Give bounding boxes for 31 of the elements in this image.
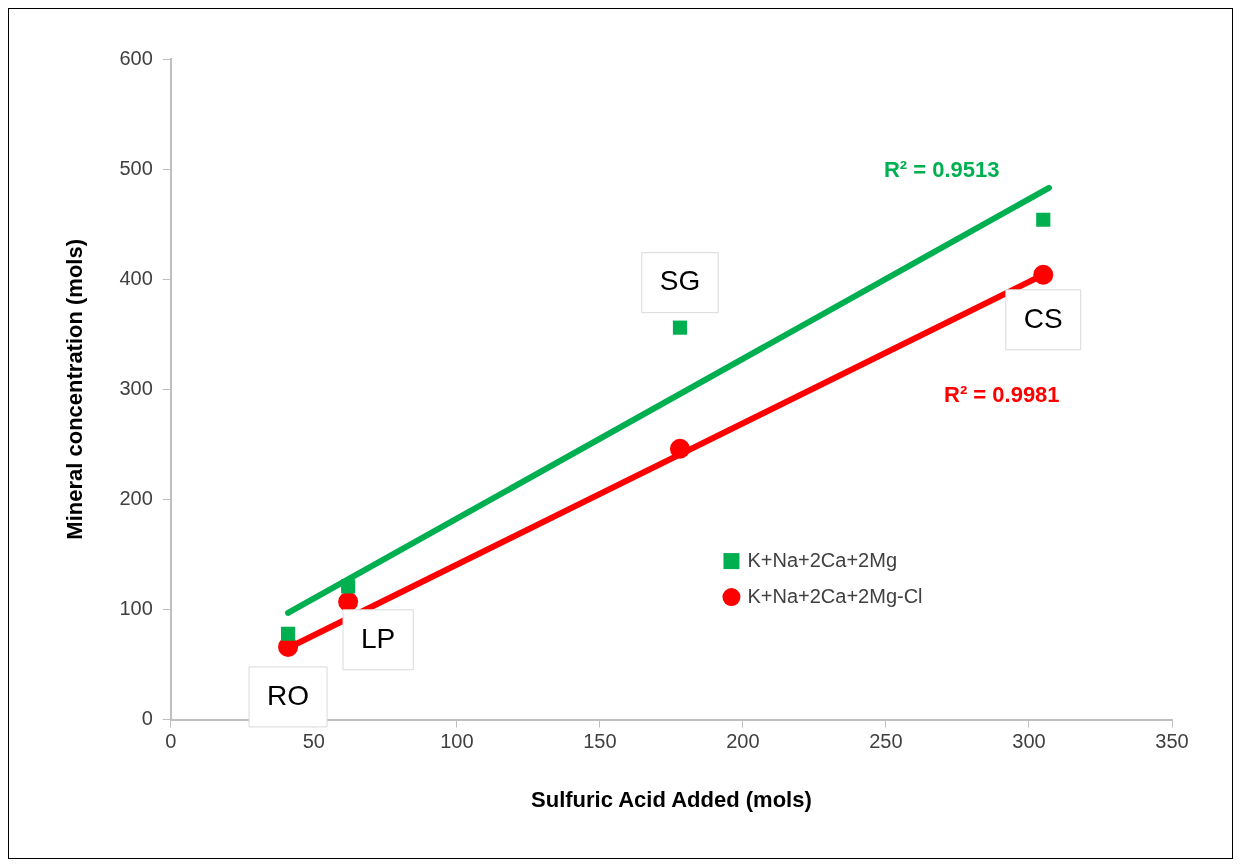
point bbox=[669, 438, 690, 459]
y-tick-label: 300 bbox=[119, 376, 153, 399]
annotation: R² = 0.9513 bbox=[883, 157, 1000, 183]
y-axis-title: Mineral concentration (mols) bbox=[62, 238, 88, 540]
y-tick-label: 400 bbox=[119, 266, 153, 289]
x-tick-label: 150 bbox=[583, 730, 617, 753]
y-tick-label: 200 bbox=[119, 486, 153, 509]
x-tick-label: 100 bbox=[440, 730, 474, 753]
x-tick-label: 300 bbox=[1012, 730, 1046, 753]
x-tick-label: 0 bbox=[165, 730, 177, 753]
y-tick-label: 100 bbox=[119, 597, 153, 620]
x-tick-label: 200 bbox=[726, 730, 760, 753]
x-tick-label: 350 bbox=[1155, 730, 1189, 753]
x-tick-label: 250 bbox=[869, 730, 903, 753]
y-tick-label: 500 bbox=[119, 156, 153, 179]
point bbox=[341, 579, 356, 594]
y-tick-label: 0 bbox=[141, 707, 153, 730]
point bbox=[1033, 264, 1054, 285]
x-axis-title: Sulfuric Acid Added (mols) bbox=[531, 786, 812, 812]
x-tick-label: 50 bbox=[302, 730, 325, 753]
point bbox=[672, 320, 688, 335]
annotation: R² = 0.9981 bbox=[944, 381, 1060, 407]
point bbox=[1036, 212, 1051, 227]
legend-label: K+Na+2Ca+2Mg bbox=[747, 548, 898, 571]
annotation: CS bbox=[1023, 302, 1063, 334]
legend-label: K+Na+2Ca+2Mg-Cl bbox=[747, 584, 923, 607]
y-tick-label: 600 bbox=[119, 46, 153, 69]
annotation: LP bbox=[361, 622, 396, 654]
point bbox=[280, 626, 296, 641]
annotation: SG bbox=[659, 265, 701, 297]
annotation: RO bbox=[267, 679, 310, 711]
